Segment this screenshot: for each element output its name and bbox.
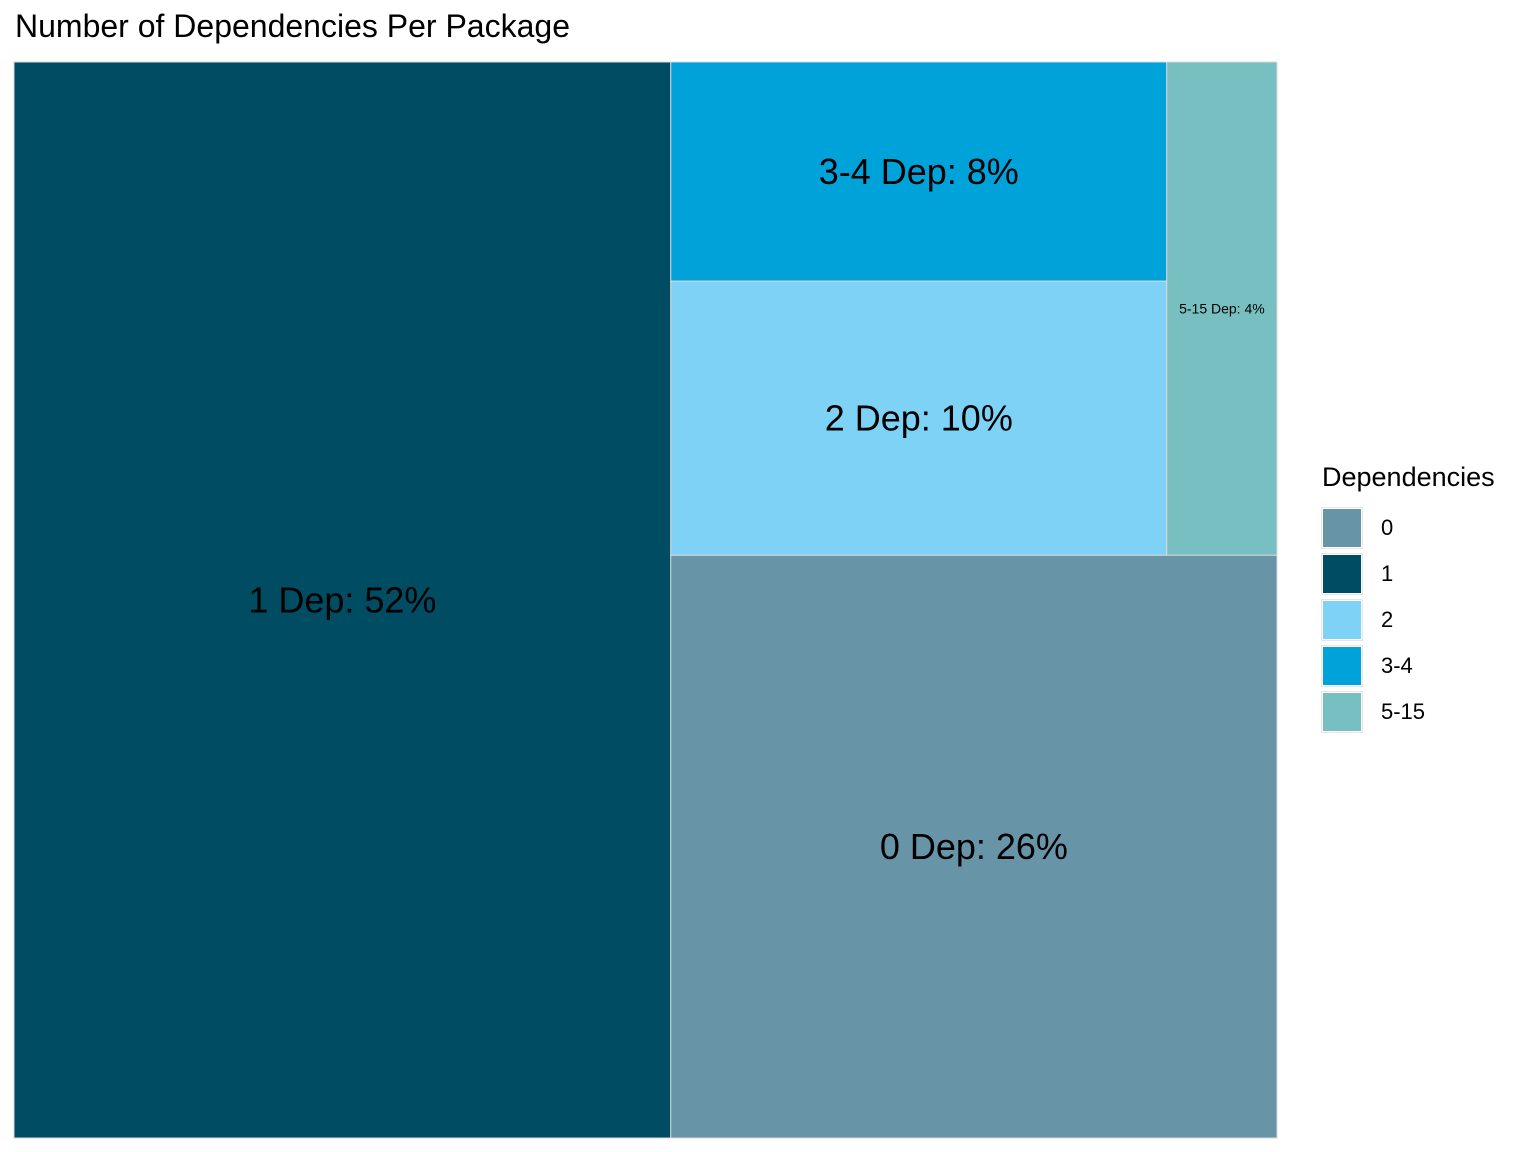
tile-label-5-15: 5-15 Dep: 4% [1179,301,1265,317]
legend-label-4: 5-15 [1381,699,1426,724]
tile-1 [13,61,672,1139]
legend-label-3: 3-4 [1381,653,1413,678]
chart-title: Number of Dependencies Per Package [15,8,570,44]
tile-label-3-4: 3-4 Dep: 8% [819,151,1019,192]
legend: Dependencies 0 1 2 3-4 5-15 [1321,462,1495,735]
tile-label-0: 0 Dep: 26% [880,826,1068,867]
legend-item-0: 0 [1321,505,1495,551]
tile-2 [670,280,1168,556]
legend-swatch-0 [1321,507,1363,549]
legend-swatch-4 [1321,691,1363,733]
tile-0 [670,554,1278,1139]
legend-label-2: 2 [1381,607,1394,632]
tile-label-1: 1 Dep: 52% [248,580,436,621]
tile-label-2: 2 Dep: 10% [825,398,1013,439]
tile-3-4 [670,61,1168,282]
legend-swatch-3 [1321,645,1363,687]
legend-item-2: 2 [1321,597,1495,643]
legend-label-0: 0 [1381,515,1394,540]
tile-5-15 [1166,61,1278,556]
legend-item-1: 1 [1321,551,1495,597]
legend-swatch-1 [1321,553,1363,595]
legend-label-1: 1 [1381,561,1394,586]
legend-item-4: 5-15 [1321,689,1495,735]
legend-item-3: 3-4 [1321,643,1495,689]
legend-swatch-2 [1321,599,1363,641]
legend-title: Dependencies [1322,462,1495,492]
